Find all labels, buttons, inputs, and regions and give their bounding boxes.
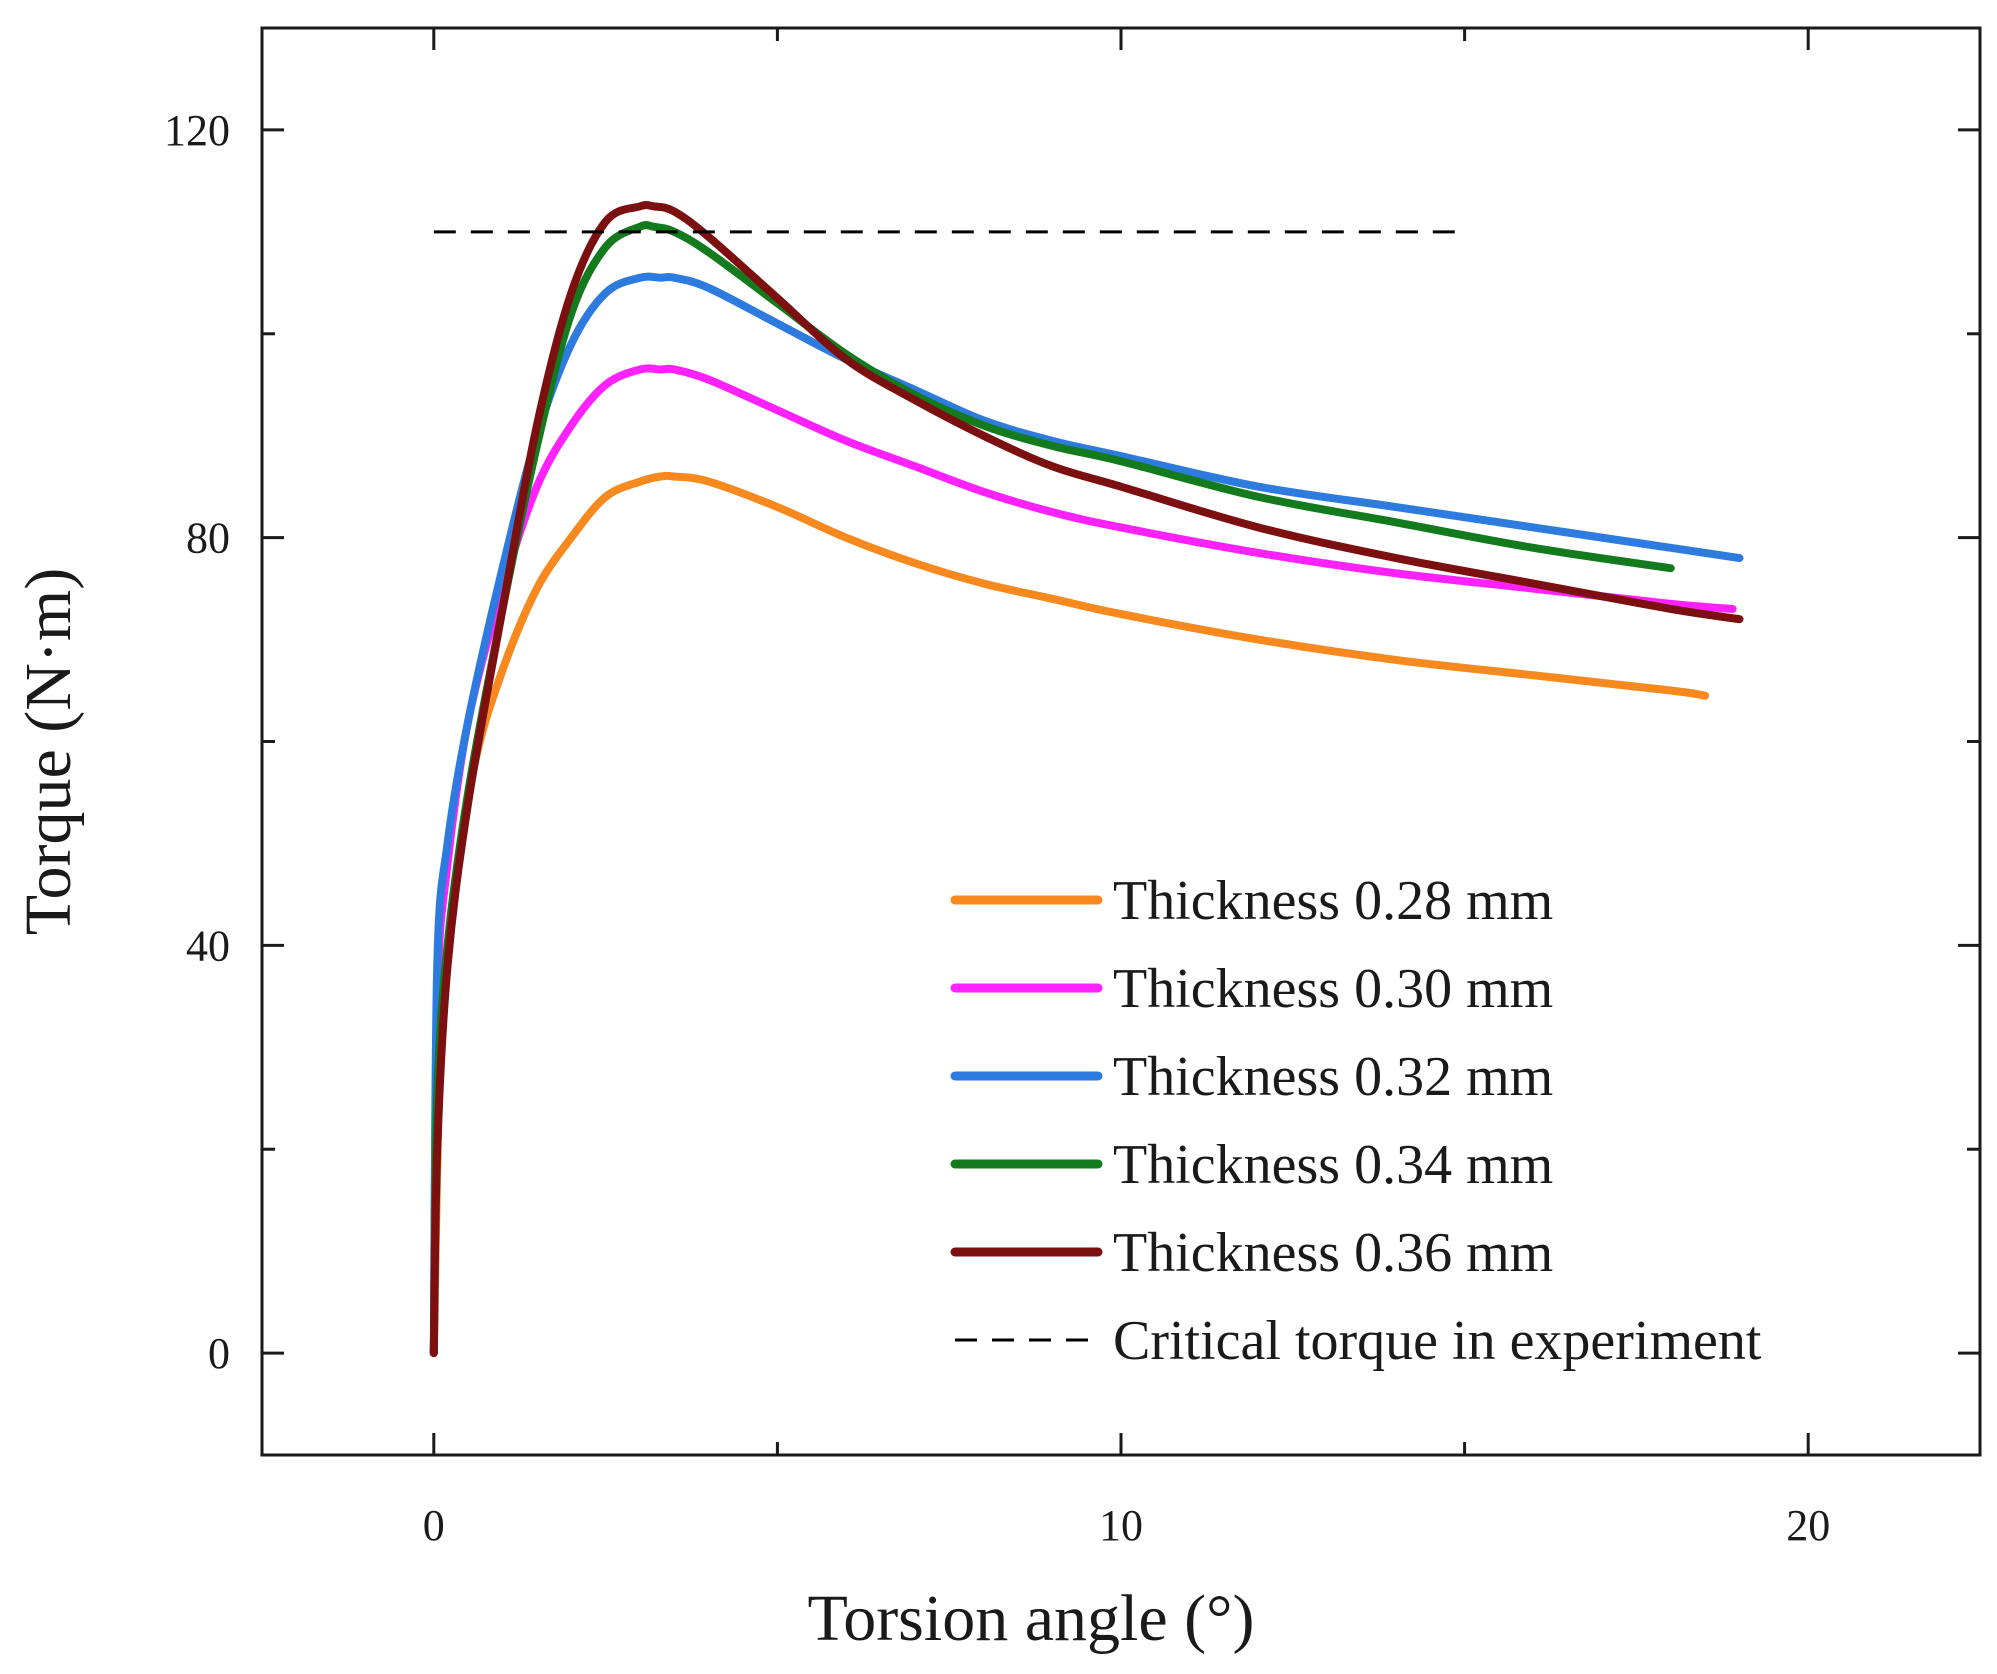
series-line-3: [429, 272, 1744, 1358]
y-tick-label: 120: [164, 106, 230, 155]
ticks-layer: 0 10 20 0 40 80 120: [164, 28, 1980, 1550]
y-axis-title: Torque (N·m): [12, 568, 85, 935]
legend-label-5: Thickness 0.36 mm: [1113, 1222, 1553, 1284]
x-tick-label: 20: [1786, 1501, 1830, 1550]
legend-label-2: Thickness 0.30 mm: [1113, 958, 1553, 1020]
legend-label-3: Thickness 0.32 mm: [1113, 1046, 1553, 1108]
legend-label-4: Thickness 0.34 mm: [1113, 1134, 1553, 1196]
legend: Thickness 0.28 mm Thickness 0.30 mm Thickn…: [950, 870, 1762, 1372]
legend-label-6: Critical torque in experiment: [1113, 1310, 1762, 1372]
series-line-2: [429, 364, 1737, 1358]
y-tick-label: 40: [186, 921, 230, 970]
legend-label-1: Thickness 0.28 mm: [1113, 870, 1553, 932]
x-tick-label: 0: [423, 1501, 445, 1550]
y-tick-label: 0: [208, 1329, 230, 1378]
y-tick-label: 80: [186, 514, 230, 563]
series-line-5: [429, 201, 1744, 1358]
curves-layer: [429, 201, 1744, 1358]
x-axis-title: Torsion angle (°): [808, 1582, 1255, 1655]
x-tick-label: 10: [1099, 1501, 1143, 1550]
